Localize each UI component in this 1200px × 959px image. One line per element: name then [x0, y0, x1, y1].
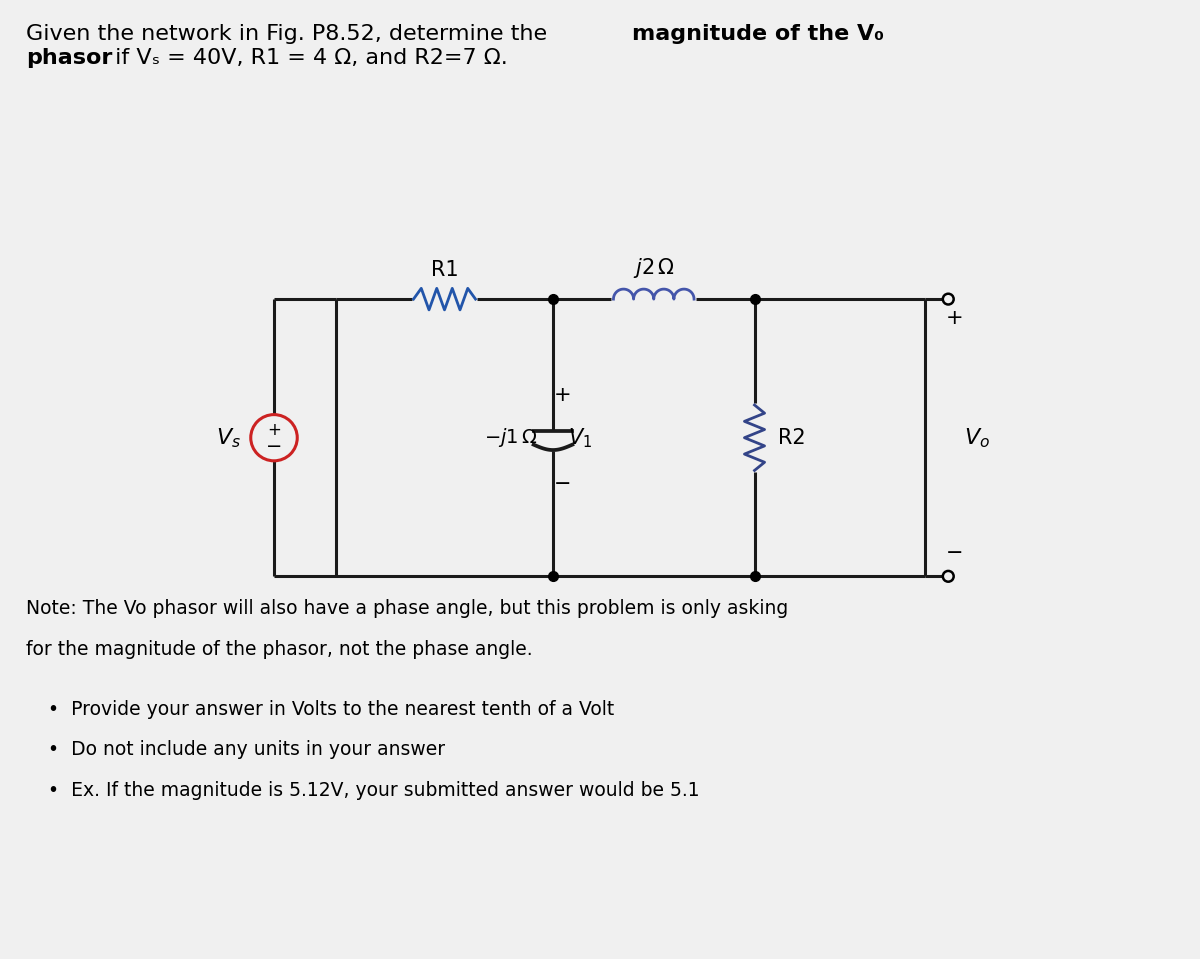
- Text: +: +: [553, 386, 571, 406]
- Circle shape: [943, 293, 954, 305]
- Text: +: +: [946, 309, 964, 328]
- Text: −: −: [553, 474, 571, 494]
- Text: for the magnitude of the phasor, not the phase angle.: for the magnitude of the phasor, not the…: [26, 640, 533, 659]
- Text: •  Provide your answer in Volts to the nearest tenth of a Volt: • Provide your answer in Volts to the ne…: [48, 700, 614, 719]
- Text: phasor: phasor: [26, 48, 113, 68]
- Text: $j2\,\Omega$: $j2\,\Omega$: [632, 256, 674, 280]
- Text: −: −: [266, 436, 282, 456]
- Circle shape: [943, 571, 954, 582]
- Text: −: −: [946, 543, 964, 563]
- Text: $V_1$: $V_1$: [569, 426, 593, 450]
- Text: if Vₛ = 40V, R1 = 4 Ω, and R2=7 Ω.: if Vₛ = 40V, R1 = 4 Ω, and R2=7 Ω.: [108, 48, 508, 68]
- Text: •  Do not include any units in your answer: • Do not include any units in your answe…: [48, 740, 445, 760]
- Text: Given the network in Fig. P8.52, determine the: Given the network in Fig. P8.52, determi…: [26, 24, 554, 44]
- Text: $V_o$: $V_o$: [964, 426, 990, 450]
- Text: magnitude of the V₀: magnitude of the V₀: [632, 24, 884, 44]
- Text: $V_s$: $V_s$: [216, 426, 241, 450]
- Text: Note: The Vo phasor will also have a phase angle, but this problem is only askin: Note: The Vo phasor will also have a pha…: [26, 599, 788, 619]
- Text: +: +: [268, 421, 281, 439]
- Text: •  Ex. If the magnitude is 5.12V, your submitted answer would be 5.1: • Ex. If the magnitude is 5.12V, your su…: [48, 781, 700, 800]
- Text: R2: R2: [778, 428, 805, 448]
- Text: $-j1\,\Omega$: $-j1\,\Omega$: [484, 426, 538, 449]
- Text: R1: R1: [431, 260, 458, 280]
